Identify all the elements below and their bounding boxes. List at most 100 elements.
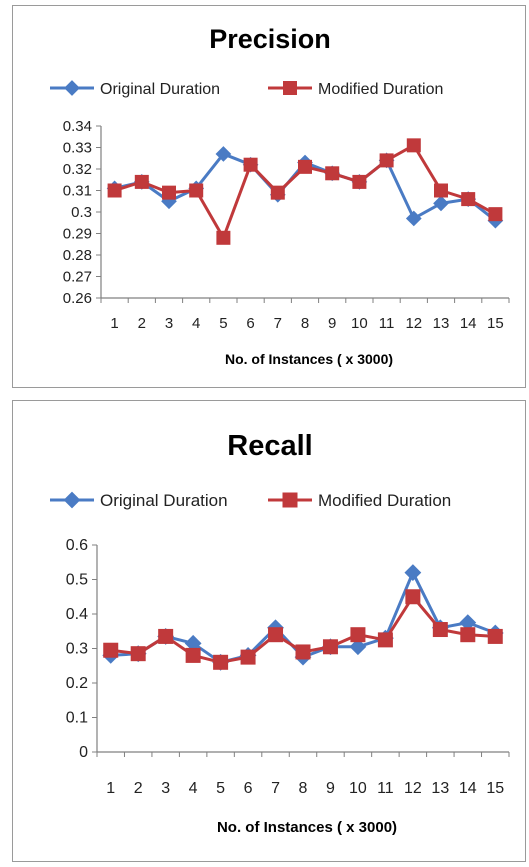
- x-tick-label: 3: [165, 315, 173, 332]
- x-tick-label: 7: [274, 315, 282, 332]
- precision-legend-item-modified: Modified Duration: [268, 81, 443, 98]
- data-point: [432, 622, 448, 638]
- data-point: [107, 183, 122, 198]
- x-tick-label: 13: [433, 315, 450, 332]
- recall-chart: Recall Original Duration Modified Duration…: [50, 430, 510, 836]
- x-tick-label: 15: [486, 780, 504, 797]
- x-tick-label: 10: [349, 780, 367, 797]
- data-point: [434, 183, 448, 198]
- data-point: [322, 639, 338, 655]
- data-point: [243, 157, 258, 172]
- data-point: [405, 210, 422, 227]
- data-point: [216, 230, 231, 245]
- data-point: [185, 647, 201, 663]
- data-point: [352, 174, 367, 189]
- x-tick-label: 1: [106, 780, 115, 797]
- x-tick-label: 9: [326, 780, 335, 797]
- x-tick-label: 13: [431, 780, 449, 797]
- x-tick-label: 2: [138, 315, 146, 332]
- precision-x-axis-title: No. of Instances ( x 3000): [225, 351, 393, 367]
- data-point: [162, 185, 176, 200]
- y-tick-label: 0.6: [66, 537, 88, 554]
- legend-marker: [282, 492, 298, 508]
- y-tick-label: 0.27: [63, 269, 92, 286]
- data-point: [268, 627, 284, 643]
- x-tick-label: 6: [246, 315, 254, 332]
- y-tick-label: 0.5: [66, 572, 88, 589]
- x-tick-label: 7: [271, 780, 280, 797]
- x-tick-label: 9: [328, 315, 336, 332]
- y-tick-label: 0.31: [63, 183, 92, 200]
- y-tick-label: 0.33: [63, 140, 92, 157]
- x-tick-label: 10: [351, 315, 368, 332]
- data-point: [298, 159, 312, 174]
- x-tick-label: 1: [110, 315, 118, 332]
- x-tick-label: 5: [219, 315, 227, 332]
- data-point: [487, 628, 503, 644]
- recall-x-axis-title: No. of Instances ( x 3000): [217, 819, 397, 836]
- data-point: [488, 207, 503, 222]
- y-tick-label: 0.3: [71, 204, 92, 221]
- x-tick-label: 15: [487, 315, 504, 332]
- y-tick-label: 0.29: [63, 226, 92, 243]
- data-point: [406, 138, 421, 153]
- x-tick-label: 4: [192, 315, 200, 332]
- data-point: [215, 146, 232, 162]
- y-tick-label: 0.28: [63, 247, 92, 264]
- legend-marker: [63, 491, 81, 509]
- data-point: [103, 642, 119, 658]
- legend-label: Modified Duration: [318, 491, 451, 510]
- data-point: [379, 153, 394, 168]
- precision-chart-title: Precision: [209, 24, 331, 54]
- x-tick-label: 11: [379, 315, 395, 332]
- data-point: [240, 649, 256, 665]
- legend-label: Original Duration: [100, 81, 220, 98]
- data-point: [349, 638, 367, 656]
- data-point: [130, 646, 146, 662]
- x-tick-label: 2: [134, 780, 143, 797]
- legend-label: Original Duration: [100, 491, 228, 510]
- recall-chart-title: Recall: [227, 430, 312, 462]
- y-tick-label: 0.26: [63, 290, 92, 307]
- data-point: [405, 589, 421, 605]
- x-tick-label: 11: [377, 780, 394, 797]
- data-point: [189, 183, 204, 198]
- precision-chart-panel: Precision Original Duration Modified Durat…: [12, 5, 526, 388]
- data-point: [404, 564, 422, 582]
- recall-chart-panel: Recall Original Duration Modified Duration…: [12, 400, 526, 862]
- y-tick-label: 0.1: [66, 710, 88, 727]
- data-point: [433, 195, 449, 212]
- precision-legend: Original Duration Modified Duration: [50, 80, 443, 98]
- y-tick-label: 0.34: [63, 118, 92, 135]
- data-point: [213, 654, 229, 670]
- precision-legend-item-original: Original Duration: [50, 80, 220, 98]
- x-tick-label: 8: [301, 315, 309, 332]
- x-tick-label: 4: [189, 780, 198, 797]
- data-point: [158, 628, 174, 644]
- data-point: [460, 627, 476, 643]
- x-tick-label: 14: [460, 315, 477, 332]
- data-point: [295, 644, 311, 660]
- recall-legend-item-original: Original Duration: [50, 491, 228, 510]
- precision-chart: Precision Original Duration Modified Durat…: [50, 24, 510, 367]
- x-tick-label: 6: [244, 780, 253, 797]
- y-tick-label: 0.32: [63, 161, 92, 178]
- recall-legend-item-modified: Modified Duration: [268, 491, 451, 510]
- y-tick-label: 0.2: [66, 675, 88, 692]
- x-tick-label: 5: [216, 780, 225, 797]
- data-point: [325, 166, 340, 181]
- legend-marker: [64, 80, 80, 96]
- legend-marker: [283, 81, 297, 95]
- x-tick-label: 8: [299, 780, 308, 797]
- data-point: [270, 185, 285, 200]
- recall-series-modified-duration: [103, 589, 503, 670]
- precision-series-modified-duration: [107, 138, 503, 245]
- recall-legend: Original Duration Modified Duration: [50, 491, 451, 510]
- data-point: [461, 192, 476, 207]
- y-tick-label: 0.4: [66, 606, 88, 623]
- x-tick-label: 12: [404, 780, 422, 797]
- y-tick-label: 0: [79, 744, 88, 761]
- y-tick-label: 0.3: [66, 641, 88, 658]
- x-tick-label: 3: [161, 780, 170, 797]
- data-point: [377, 632, 393, 648]
